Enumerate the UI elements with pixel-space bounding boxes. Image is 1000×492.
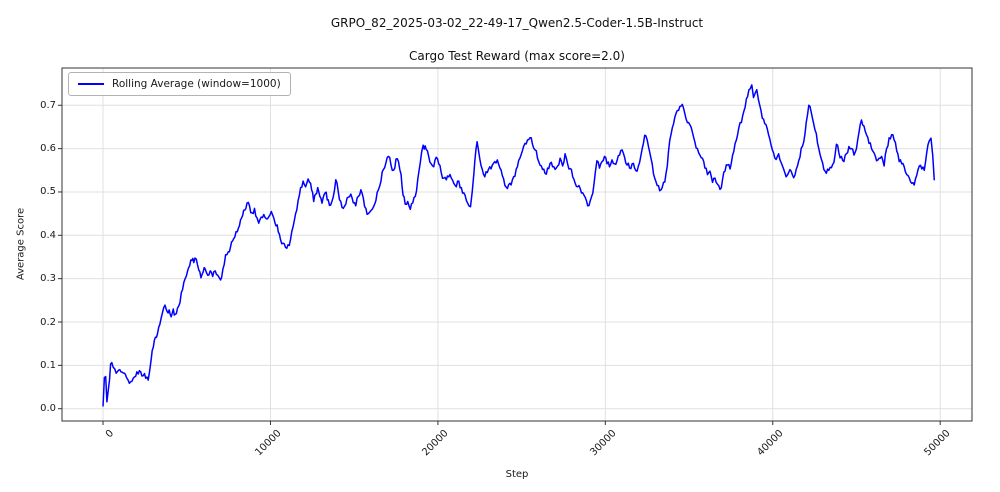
series-line xyxy=(102,84,936,407)
y-tick-label: 0.0 xyxy=(40,403,56,415)
y-tick-label: 0.7 xyxy=(40,99,56,111)
suptitle: GRPO_82_2025-03-02_22-49-17_Qwen2.5-Code… xyxy=(330,16,704,30)
chart-title: Cargo Test Reward (max score=2.0) xyxy=(409,49,625,63)
legend: Rolling Average (window=1000) xyxy=(68,72,291,96)
y-tick-label: 0.6 xyxy=(40,143,56,155)
y-tick-label: 0.4 xyxy=(40,229,56,241)
x-axis-label: Step xyxy=(505,469,529,480)
y-axis-label: Average Score xyxy=(15,207,27,281)
y-tick-label: 0.1 xyxy=(40,359,56,371)
y-tick-label: 0.3 xyxy=(40,273,56,285)
axes-spines xyxy=(61,67,973,422)
y-tick-label: 0.5 xyxy=(40,186,56,198)
y-tick-label: 0.2 xyxy=(40,316,56,328)
legend-line-swatch xyxy=(78,83,104,85)
legend-label: Rolling Average (window=1000) xyxy=(112,78,281,90)
